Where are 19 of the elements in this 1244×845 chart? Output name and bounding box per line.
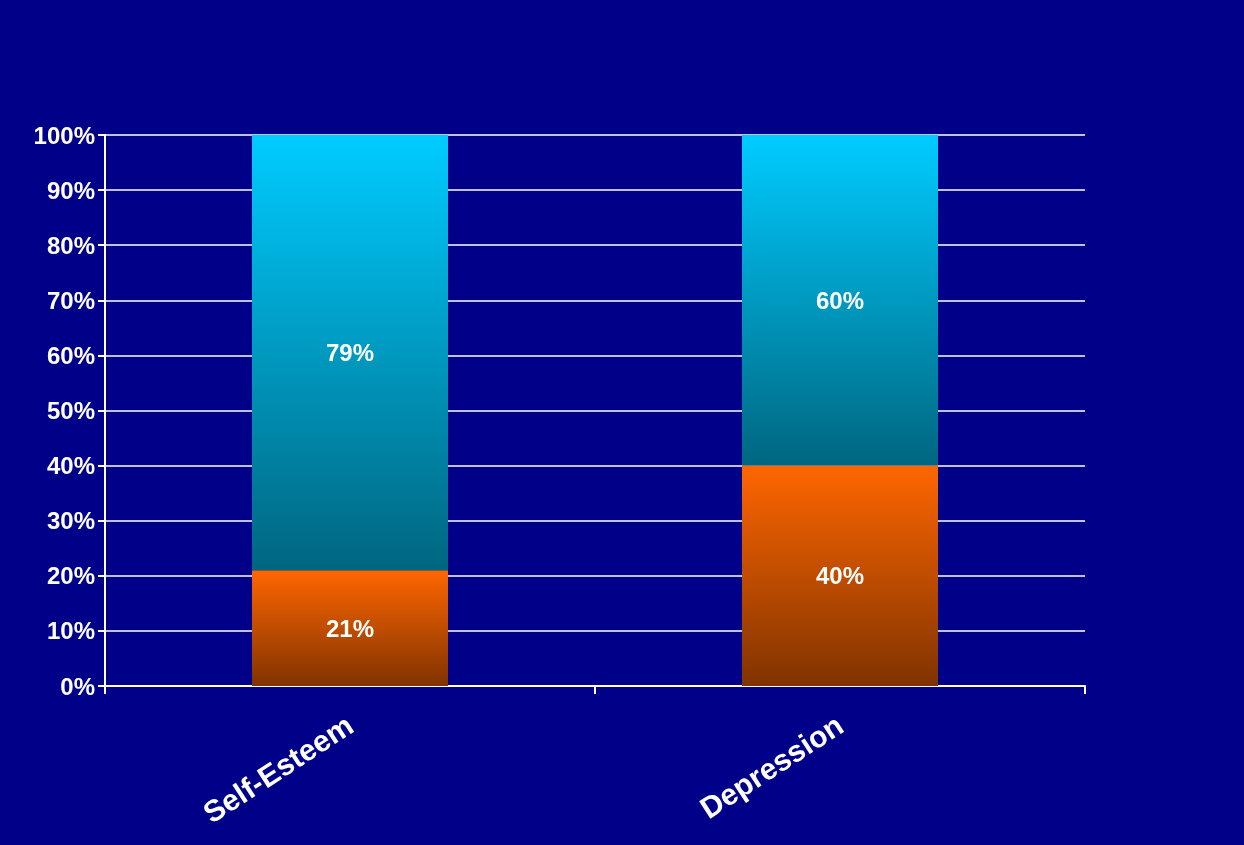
data-label: 40% bbox=[815, 562, 865, 590]
bar bbox=[252, 135, 448, 571]
data-label: 60% bbox=[815, 286, 865, 314]
y-tick-label: 10% bbox=[46, 617, 95, 645]
y-tick-label: 60% bbox=[46, 341, 95, 369]
bar bbox=[742, 135, 938, 466]
y-tick-label: 40% bbox=[46, 452, 95, 480]
y-tick-label: 0% bbox=[60, 672, 95, 700]
y-tick-label: 80% bbox=[46, 231, 95, 259]
y-tick-label: 90% bbox=[46, 176, 95, 204]
bar bbox=[742, 465, 938, 686]
y-tick-label: 20% bbox=[46, 562, 95, 590]
data-label: 79% bbox=[325, 339, 375, 367]
bar bbox=[252, 570, 448, 686]
data-label: 21% bbox=[325, 614, 375, 642]
y-tick-label: 30% bbox=[46, 507, 95, 535]
y-tick-label: 50% bbox=[46, 397, 95, 424]
y-tick-label: 70% bbox=[46, 286, 95, 314]
y-tick-label: 100% bbox=[33, 121, 95, 149]
